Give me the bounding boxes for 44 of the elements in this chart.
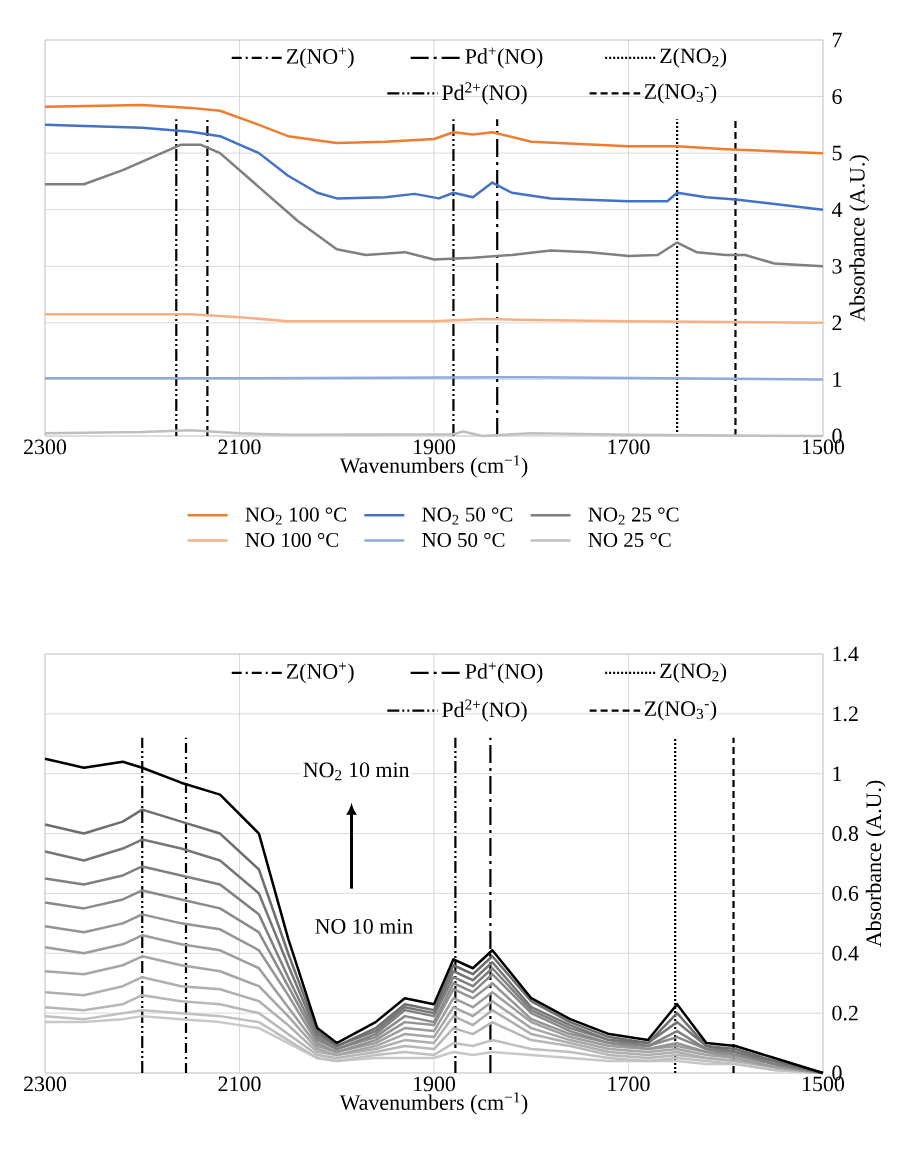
y-tick-label: 3 <box>832 258 842 274</box>
legend-label: Z(NO$^{+}$) <box>286 47 354 69</box>
y-tick-label: 7 <box>832 32 842 48</box>
x-tick-label: 2300 <box>24 1076 67 1092</box>
x-tick-label: 1700 <box>608 1076 650 1092</box>
y-tick-label: 5 <box>832 145 842 161</box>
ref-line-label: Pd$^{+}$(NO) <box>465 47 543 69</box>
x-axis-title: Wavenumbers (cm$^{−1}$) <box>339 1092 528 1115</box>
ref-line-label: Z(NO$_{2}$) <box>660 662 727 683</box>
x-tick-label: 2100 <box>218 439 261 455</box>
x-axis-title: Wavenumbers (cm$^{−1}$) <box>339 455 528 478</box>
y-tick-label: 4 <box>831 202 843 217</box>
legend-label: Z(NO$_{3}$$^{-}$) <box>644 83 717 104</box>
y-tick-label: 0.4 <box>832 945 859 961</box>
legend-label: NO$_{2}$ 50 °C <box>422 507 513 525</box>
legend-label: Pd$^{2+}$(NO) <box>442 699 527 722</box>
legend-label: NO$_{2}$ 25 °C <box>588 507 679 525</box>
ref-line-label: Z(NO$_{2}$) <box>660 47 727 68</box>
y-tick-label: 2 <box>832 315 842 331</box>
y-tick-label: 1.4 <box>833 646 859 662</box>
legend-label: Z(NO$_{3}$$^{-}$) <box>644 700 717 721</box>
y-tick-label: 1 <box>833 372 842 387</box>
legend-label: Pd$^{2+}$(NO) <box>442 82 527 105</box>
y-tick-label: 0.6 <box>832 885 859 901</box>
x-tick-label: 1900 <box>413 1076 456 1092</box>
y-tick-label: 1.2 <box>833 706 858 722</box>
x-tick-label: 1700 <box>608 439 650 455</box>
annotation: NO 10 min <box>315 918 413 934</box>
y-axis-title: Absorbance (A.U.) <box>849 155 870 322</box>
x-tick-label: 1900 <box>413 439 456 455</box>
y-tick-label: 6 <box>832 89 842 104</box>
legend-label: NO 25 °C <box>588 532 671 548</box>
legend-label: NO 100 °C <box>245 532 339 548</box>
legend-label: Z(NO$^{+}$) <box>286 662 354 684</box>
y-tick-label: 0.2 <box>832 1005 858 1021</box>
ref-line-label: Pd$^{+}$(NO) <box>465 662 543 684</box>
annotation: NO$_{2}$ 10 min <box>303 762 410 781</box>
y-axis-title: Absorbance (A.U.) <box>865 780 886 947</box>
y-tick-label: 1 <box>833 766 842 781</box>
legend-label: NO$_{2}$ 100 °C <box>245 507 346 525</box>
x-tick-label: 2100 <box>218 1076 261 1092</box>
x-tick-label: 2300 <box>24 439 67 455</box>
legend-label: NO 50 °C <box>422 532 505 548</box>
y-tick-label: 0.8 <box>832 826 859 842</box>
